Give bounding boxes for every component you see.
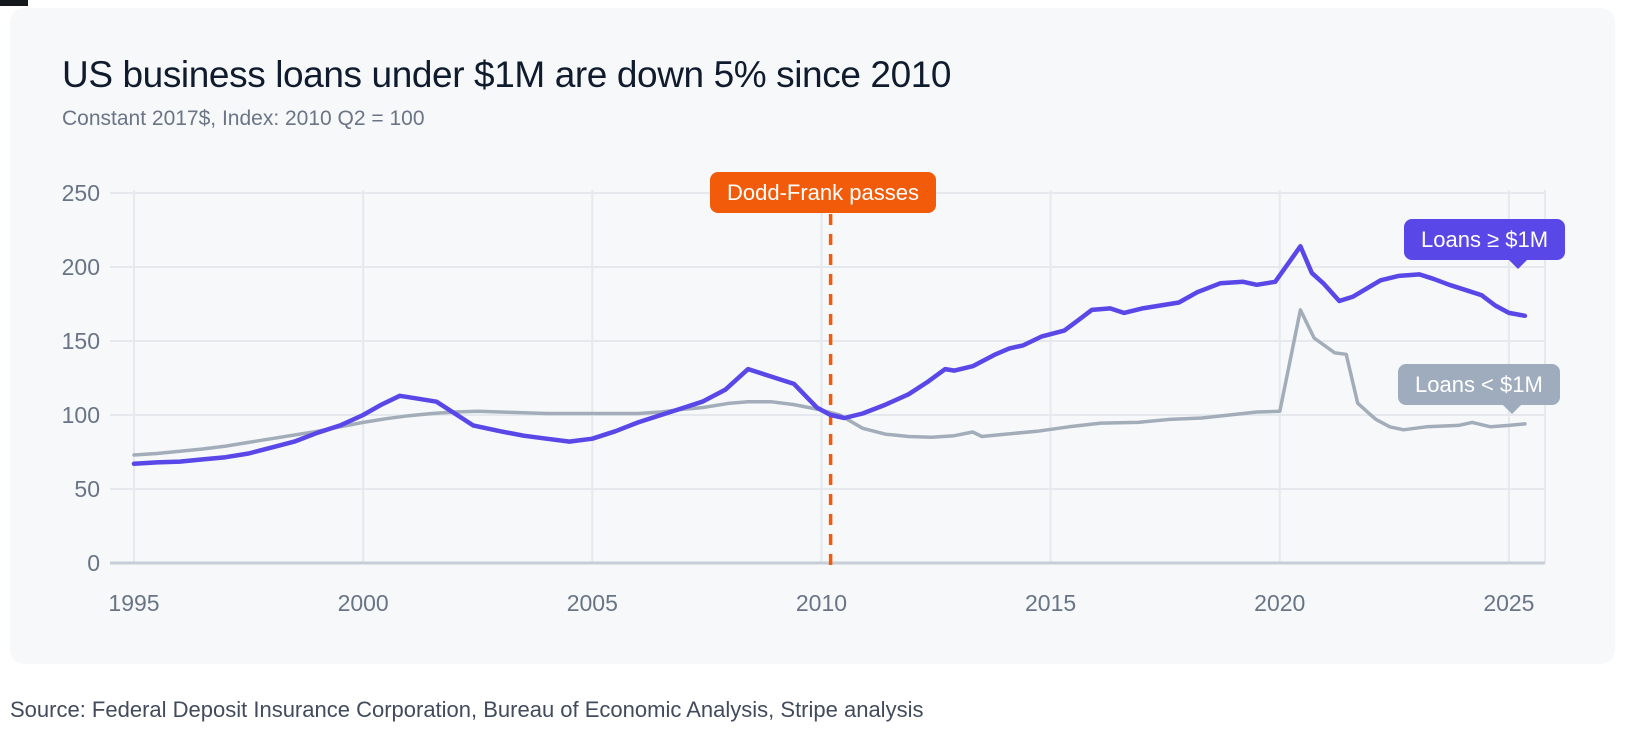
y-axis-tick-label: 200 bbox=[62, 254, 100, 280]
y-axis-tick-label: 250 bbox=[62, 180, 100, 206]
y-axis-tick-label: 150 bbox=[62, 328, 100, 354]
dodd-frank-annotation-label: Dodd-Frank passes bbox=[727, 180, 919, 205]
screenshot-corner-artifact bbox=[0, 0, 28, 6]
badge-pointer-icon bbox=[1502, 404, 1522, 424]
series-line-loans-ge-1m bbox=[131, 244, 1528, 467]
dodd-frank-annotation-badge: Dodd-Frank passes bbox=[710, 172, 936, 213]
x-axis-tick-label: 2015 bbox=[1025, 590, 1076, 616]
series-badge-loans-ge-1m: Loans ≥ $1M bbox=[1404, 219, 1566, 269]
chart-card bbox=[10, 8, 1615, 664]
series-badge-loans-ge-1m-label: Loans ≥ $1M bbox=[1421, 227, 1549, 252]
x-axis-tick-label: 2020 bbox=[1254, 590, 1305, 616]
x-axis-tick-label: 2010 bbox=[796, 590, 847, 616]
x-axis-tick-label: 2025 bbox=[1483, 590, 1534, 616]
series-badge-loans-lt-1m: Loans < $1M bbox=[1398, 364, 1560, 414]
y-axis-tick-label: 50 bbox=[74, 476, 100, 502]
badge-pointer-icon bbox=[1508, 259, 1528, 279]
x-axis-tick-label: 2000 bbox=[338, 590, 389, 616]
x-axis-tick-label: 2005 bbox=[567, 590, 618, 616]
source-attribution: Source: Federal Deposit Insurance Corpor… bbox=[10, 697, 924, 722]
y-axis-tick-label: 0 bbox=[87, 550, 100, 576]
series-badge-loans-lt-1m-label: Loans < $1M bbox=[1415, 372, 1543, 397]
x-axis-tick-label: 1995 bbox=[108, 590, 159, 616]
y-axis-tick-label: 100 bbox=[62, 402, 100, 428]
chart-subtitle: Constant 2017$, Index: 2010 Q2 = 100 bbox=[62, 107, 425, 130]
series-line-loans-lt-1m bbox=[132, 308, 1527, 457]
chart-title: US business loans under $1M are down 5% … bbox=[62, 54, 952, 95]
